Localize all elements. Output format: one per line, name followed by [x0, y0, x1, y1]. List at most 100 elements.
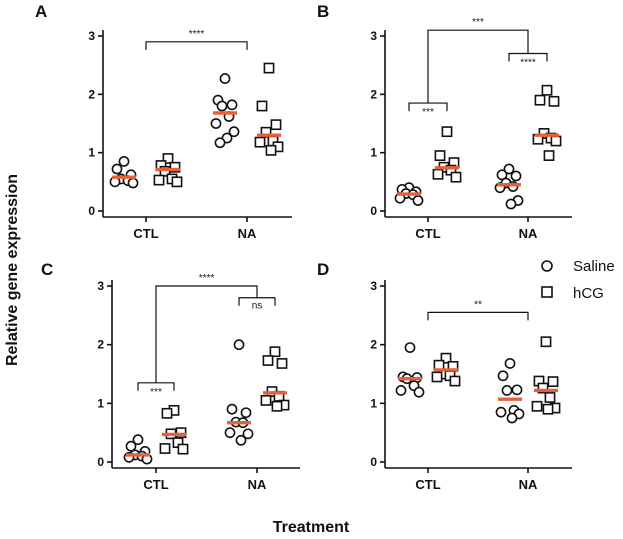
x-tick-label: NA [238, 226, 257, 241]
data-point-saline [413, 386, 425, 398]
data-point-saline [125, 440, 137, 452]
data-point-saline [224, 427, 236, 439]
significance-label: **** [189, 29, 205, 40]
data-point-hcg [434, 150, 446, 161]
data-point-hcg [270, 119, 282, 131]
data-point-saline [210, 118, 222, 129]
panel-d: D 0 1 2 3 CTL NA ** [317, 260, 572, 492]
data-point-saline [132, 434, 144, 446]
data-point-saline [497, 370, 509, 382]
legend-saline-marker [541, 260, 553, 272]
panel-a: A 0 1 2 3 CTL NA **** [35, 2, 292, 241]
x-tick-label: CTL [415, 226, 440, 241]
data-point-saline [219, 73, 231, 84]
x-tick-label: CTL [133, 226, 158, 241]
significance-label: ns [252, 301, 263, 312]
y-tick-label: 3 [370, 279, 377, 293]
x-tick-label: CTL [143, 477, 168, 492]
data-point-hcg [440, 352, 452, 364]
panel-label: D [317, 260, 329, 279]
data-point-saline [404, 342, 416, 353]
data-point-hcg [432, 168, 444, 180]
data-point-hcg [153, 174, 165, 186]
data-point-hcg [171, 176, 183, 188]
data-point-saline [506, 412, 518, 424]
data-point-hcg [161, 407, 173, 419]
legend-hcg-label: hCG [573, 285, 604, 302]
data-point-hcg [159, 165, 171, 177]
data-point-saline [127, 177, 139, 189]
data-point-hcg [254, 136, 266, 148]
data-point-saline [111, 163, 123, 175]
panel-label: C [41, 260, 53, 279]
panel-c: C 0 1 2 3 CTL NA *** ns **** [41, 260, 300, 492]
data-point-hcg [177, 443, 189, 455]
x-tick-label: CTL [415, 477, 440, 492]
significance-bracket [145, 41, 248, 50]
data-point-hcg [441, 126, 453, 138]
data-point-saline [511, 384, 523, 396]
data-point-hcg [262, 355, 274, 366]
y-tick-label: 1 [97, 396, 104, 410]
data-point-saline [504, 358, 516, 369]
data-point-hcg [256, 100, 268, 112]
data-point-saline [226, 403, 238, 415]
significance-label: *** [150, 387, 162, 398]
panel-label: A [35, 2, 47, 21]
data-point-hcg [550, 135, 562, 147]
significance-label: *** [472, 17, 484, 28]
data-point-saline [240, 407, 252, 419]
data-point-hcg [541, 84, 553, 96]
y-tick-label: 1 [88, 146, 95, 160]
data-point-saline [214, 137, 226, 149]
y-tick-label: 1 [370, 396, 377, 410]
significance-label: *** [422, 107, 434, 118]
data-point-hcg [276, 358, 288, 369]
data-point-saline [226, 99, 238, 111]
significance-bracket [427, 29, 529, 104]
legend-saline-label: Saline [573, 258, 615, 275]
x-tick-label: NA [248, 477, 267, 492]
y-tick-label: 2 [88, 87, 95, 101]
data-point-hcg [543, 150, 555, 161]
y-tick-label: 0 [370, 204, 377, 218]
x-tick-label: NA [519, 477, 538, 492]
y-tick-label: 0 [88, 204, 95, 218]
data-point-saline [235, 434, 247, 446]
data-point-hcg [537, 382, 549, 394]
y-tick-label: 0 [370, 455, 377, 469]
y-tick-label: 2 [370, 338, 377, 352]
data-point-hcg [260, 394, 272, 406]
data-point-hcg [531, 400, 543, 412]
data-point-saline [495, 406, 507, 418]
data-point-saline [233, 339, 245, 351]
data-point-hcg [159, 443, 171, 454]
significance-label: **** [199, 273, 215, 284]
y-axis-title: Relative gene expression [4, 174, 21, 366]
data-point-hcg [544, 392, 556, 403]
panel-label: B [317, 2, 329, 21]
data-point-saline [503, 163, 515, 175]
data-point-hcg [263, 62, 275, 74]
data-point-hcg [449, 375, 461, 387]
significance-label: ** [474, 299, 482, 310]
data-point-saline [510, 170, 522, 182]
x-tick-label: NA [519, 226, 538, 241]
data-point-saline [501, 385, 513, 396]
y-tick-label: 3 [88, 29, 95, 43]
data-point-hcg [162, 153, 174, 164]
y-tick-label: 1 [370, 146, 377, 160]
data-point-hcg [431, 371, 443, 383]
data-point-hcg [265, 144, 277, 156]
y-tick-label: 2 [370, 87, 377, 101]
y-tick-label: 0 [97, 455, 104, 469]
data-point-saline [242, 428, 254, 440]
data-point-hcg [547, 376, 559, 388]
data-point-hcg [540, 336, 552, 348]
significance-bracket [155, 285, 258, 383]
y-tick-label: 2 [97, 338, 104, 352]
legend-hcg-marker [541, 286, 553, 298]
data-point-saline [395, 385, 407, 396]
